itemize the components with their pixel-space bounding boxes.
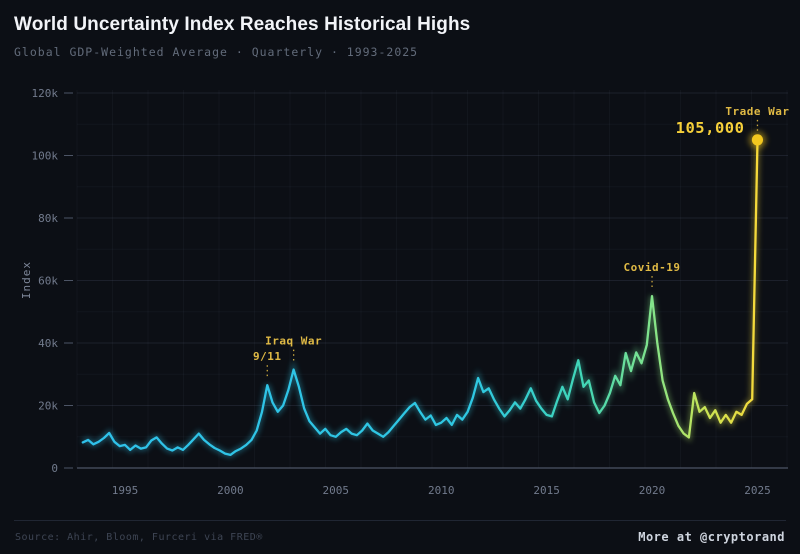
annotation-label-covid-19: Covid-19 [624,261,681,274]
y-tick-label: 80k [38,212,58,225]
y-tick-label: 120k [32,87,59,100]
y-tick-label: 100k [32,149,59,162]
chart-footer: Source: Ahir, Bloom, Furceri via FRED® M… [0,520,800,554]
x-tick-label: 2025 [744,484,771,497]
footer-divider [14,520,786,521]
x-tick-label: 2000 [217,484,244,497]
x-tick-label: 2015 [533,484,560,497]
y-tick-label: 40k [38,337,58,350]
source-attribution: Source: Ahir, Bloom, Furceri via FRED® [15,532,263,543]
x-tick-label: 2010 [428,484,455,497]
x-tick-label: 2020 [639,484,666,497]
chart-header: World Uncertainty Index Reaches Historic… [14,14,786,59]
y-tick-label: 20k [38,399,58,412]
x-tick-label: 2005 [323,484,350,497]
credit-handle: More at @cryptorand [638,530,785,544]
annotation-label-iraq-war: Iraq War [265,335,322,348]
x-tick-label: 1995 [112,484,139,497]
uncertainty-line [81,138,759,457]
page-title: World Uncertainty Index Reaches Historic… [14,14,471,35]
chart-subtitle: Global GDP-Weighted Average · Quarterly … [14,45,419,59]
annotation-value-trade-war: 105,000 [676,119,745,137]
y-tick-label: 60k [38,274,58,287]
peak-marker [751,134,764,146]
y-axis-title: Index [20,261,33,299]
annotation-label-9-11: 9/11 [253,350,282,363]
y-tick-label: 0 [51,462,58,475]
annotation-label-trade-war: Trade War [725,105,789,118]
